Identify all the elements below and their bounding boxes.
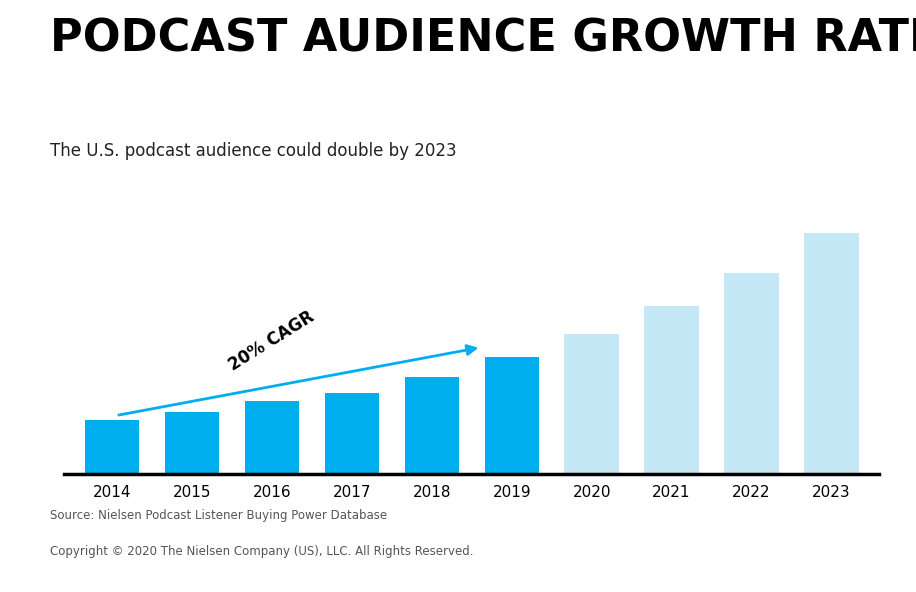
Bar	[564, 334, 619, 474]
Bar	[324, 393, 379, 474]
Text: Source: Nielsen Podcast Listener Buying Power Database: Source: Nielsen Podcast Listener Buying …	[50, 509, 387, 522]
Bar	[165, 412, 219, 474]
Bar	[85, 420, 139, 474]
Text: PODCAST AUDIENCE GROWTH RATE: PODCAST AUDIENCE GROWTH RATE	[50, 18, 916, 61]
Text: 20% CAGR: 20% CAGR	[226, 307, 318, 374]
Bar	[245, 401, 300, 474]
Bar	[804, 233, 858, 474]
Bar	[405, 377, 459, 474]
Text: Copyright © 2020 The Nielsen Company (US), LLC. All Rights Reserved.: Copyright © 2020 The Nielsen Company (US…	[50, 545, 474, 558]
Text: The U.S. podcast audience could double by 2023: The U.S. podcast audience could double b…	[50, 142, 457, 160]
Bar	[725, 273, 779, 474]
Bar	[485, 358, 539, 474]
Text: n: n	[843, 25, 863, 52]
Bar	[644, 307, 699, 474]
